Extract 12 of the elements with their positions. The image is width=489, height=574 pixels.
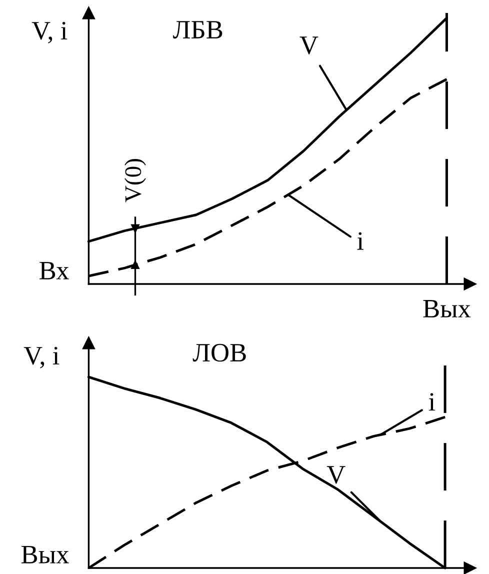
text: Вых bbox=[21, 546, 69, 564]
text: V bbox=[300, 36, 318, 54]
series-label: i bbox=[428, 393, 436, 411]
chart-title: ЛОВ bbox=[192, 344, 246, 362]
chart-title: ЛБВ bbox=[173, 21, 222, 39]
y-axis-title: V, i bbox=[32, 22, 68, 44]
text: i bbox=[357, 232, 364, 250]
text: Вх bbox=[40, 262, 69, 280]
x-axis-title: Вых bbox=[423, 300, 471, 318]
y-axis-title: V, i bbox=[24, 346, 60, 368]
annotation: V(0) bbox=[124, 159, 146, 202]
series-label: V bbox=[326, 466, 346, 484]
